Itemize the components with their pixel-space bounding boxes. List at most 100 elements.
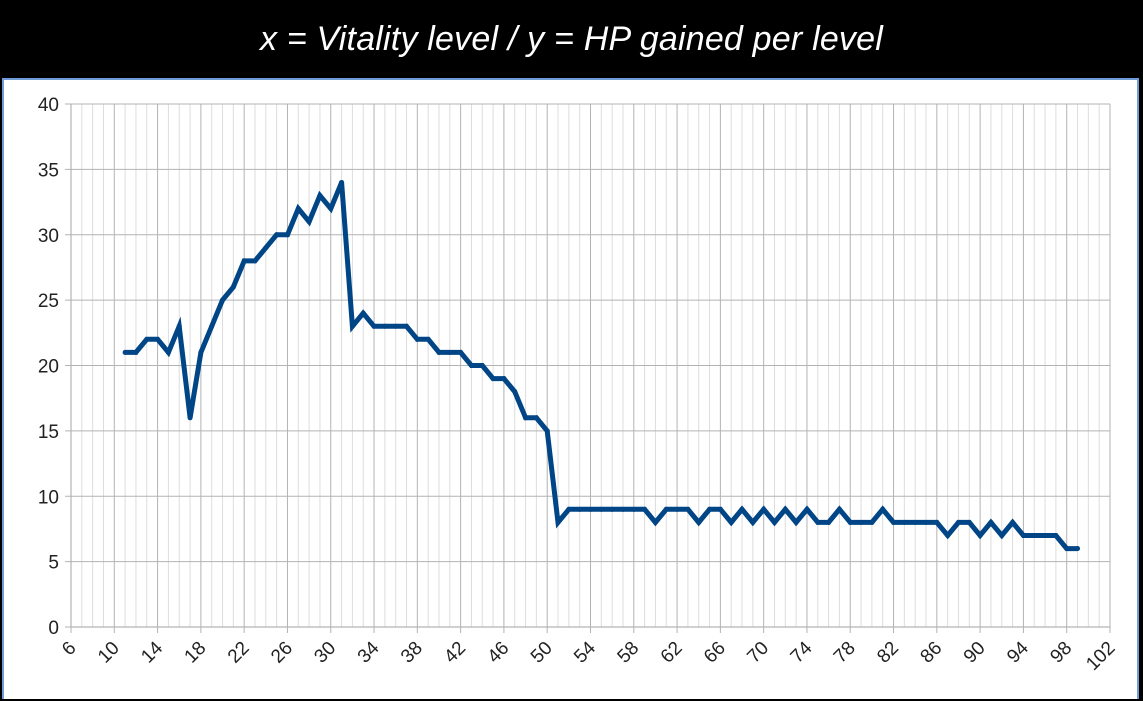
y-tick-label: 40: [38, 95, 59, 116]
x-tick-label: 38: [397, 638, 427, 668]
data-point: [523, 415, 529, 421]
data-point: [685, 506, 691, 512]
data-point: [652, 519, 658, 525]
data-point: [328, 206, 334, 212]
data-point: [750, 519, 756, 525]
y-tick-label: 35: [38, 160, 59, 181]
data-point: [793, 519, 799, 525]
x-axis-tick-labels: 6 10 14 18 22 26 30 34 38 42 46 50 54 58 62 66 70 74 78 82 8…: [58, 637, 1119, 675]
data-point: [966, 519, 972, 525]
data-point: [891, 519, 897, 525]
x-tick-label: 26: [267, 638, 297, 668]
y-tick-label: 25: [38, 291, 59, 312]
data-point: [133, 349, 139, 355]
data-point: [512, 389, 518, 395]
x-tick-label: 14: [137, 637, 167, 667]
data-point: [728, 519, 734, 525]
data-point: [1053, 532, 1059, 538]
data-point: [371, 323, 377, 329]
data-point: [696, 519, 702, 525]
data-point: [230, 284, 236, 290]
x-tick-label: 82: [873, 638, 903, 668]
y-tick-label: 15: [38, 422, 59, 443]
data-point: [122, 349, 128, 355]
x-tick-label: 22: [224, 638, 254, 668]
x-tick-label: 10: [94, 638, 124, 668]
y-tick-label: 20: [38, 357, 59, 378]
data-point: [458, 349, 464, 355]
x-tick-label: 62: [657, 638, 687, 668]
x-tick-label: 98: [1046, 638, 1076, 668]
data-point: [155, 336, 161, 342]
data-point: [707, 506, 713, 512]
data-point: [598, 506, 604, 512]
y-tick-label: 5: [48, 553, 59, 574]
x-tick-label: 18: [181, 638, 211, 668]
data-point: [847, 519, 853, 525]
data-point: [533, 415, 539, 421]
data-point: [349, 323, 355, 329]
x-tick-label: 74: [787, 637, 817, 667]
data-point: [436, 349, 442, 355]
data-point: [187, 415, 193, 421]
data-point: [739, 506, 745, 512]
data-point: [858, 519, 864, 525]
data-point: [490, 376, 496, 382]
data-point: [317, 193, 323, 199]
data-point: [945, 532, 951, 538]
data-point: [836, 506, 842, 512]
data-point: [252, 258, 258, 264]
y-tick-label: 30: [38, 226, 59, 247]
y-axis-tick-labels: 0 5 10 15 20 25 30 35 40: [38, 95, 59, 639]
x-tick-label: 54: [570, 637, 600, 667]
data-point: [901, 519, 907, 525]
x-tick-label: 66: [700, 638, 730, 668]
data-point: [404, 323, 410, 329]
data-point: [815, 519, 821, 525]
x-tick-label: 70: [743, 638, 773, 668]
data-point: [717, 506, 723, 512]
data-point: [382, 323, 388, 329]
chart-frame: 0 5 10 15 20 25 30 35 40 6 10 14 18 22 26 30 34 38 42 46 50…: [2, 78, 1139, 699]
data-point: [306, 219, 312, 225]
data-point: [414, 336, 420, 342]
x-tick-label: 78: [830, 638, 860, 668]
y-tick-label: 0: [48, 618, 59, 639]
data-point: [977, 532, 983, 538]
data-point: [631, 506, 637, 512]
data-point: [220, 297, 226, 303]
x-tick-label: 102: [1082, 638, 1119, 675]
data-point: [782, 506, 788, 512]
data-point: [609, 506, 615, 512]
data-point: [588, 506, 593, 512]
series-layer: [122, 179, 1081, 552]
data-point: [642, 506, 648, 512]
data-point: [620, 506, 626, 512]
data-point: [284, 232, 290, 238]
data-point: [869, 519, 875, 525]
data-point: [1031, 532, 1037, 538]
data-point: [826, 519, 832, 525]
title-bar: x = Vitality level / y = HP gained per l…: [0, 0, 1143, 78]
data-point: [447, 349, 453, 355]
data-point: [804, 506, 810, 512]
data-point: [241, 258, 247, 264]
data-point: [577, 506, 583, 512]
data-point: [912, 519, 918, 525]
data-point: [263, 245, 269, 251]
data-point: [274, 232, 280, 238]
data-point: [393, 323, 399, 329]
x-tick-label: 90: [960, 638, 990, 668]
x-tick-label: 30: [310, 638, 340, 668]
data-point: [360, 310, 366, 316]
data-point: [176, 323, 182, 329]
data-point: [165, 349, 171, 355]
x-tick-label: 46: [484, 638, 514, 668]
y-tick-label: 10: [38, 487, 59, 508]
data-point: [1042, 532, 1048, 538]
data-point: [501, 376, 507, 382]
major-gridlines: [65, 103, 1111, 633]
data-point: [934, 519, 940, 525]
x-tick-label: 94: [1003, 637, 1033, 667]
line-chart: 0 5 10 15 20 25 30 35 40 6 10 14 18 22 26 30 34 38 42 46 50…: [38, 95, 1120, 675]
